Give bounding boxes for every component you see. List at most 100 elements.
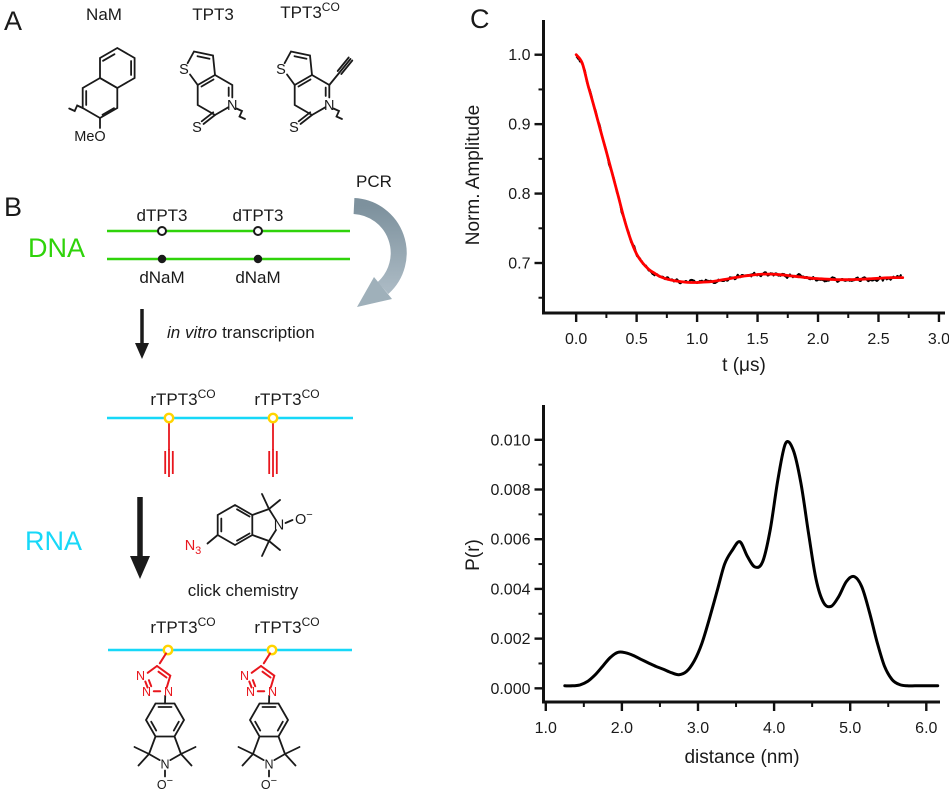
rtpt3co-base: rTPT3: [254, 618, 301, 637]
azide-label: N3: [185, 538, 202, 557]
dnam-label-right: dNaM: [235, 268, 280, 287]
azide-n: N: [185, 538, 195, 554]
x-axis-label: distance (nm): [684, 747, 799, 768]
axis-spine: [542, 405, 940, 704]
panel-a-letter: A: [4, 6, 22, 36]
tpt3co-title-sup: CO: [322, 0, 340, 14]
product-oxide-label: O−: [261, 775, 277, 792]
rtpt3co-base: rTPT3: [150, 390, 197, 409]
oxide-minus: −: [271, 775, 277, 787]
rtpt3co-sup: CO: [302, 615, 320, 629]
rtpt3co-label: rTPT3CO: [150, 615, 215, 637]
dtpt3-label-left: dTPT3: [136, 206, 187, 225]
nam-methoxy-label: MeO: [74, 129, 105, 145]
tpt3co-nitrogen-label: N: [324, 98, 334, 114]
product-nitrogen-label: N: [264, 758, 273, 772]
pcr-label: PCR: [356, 172, 392, 191]
x-tick-label: 4.0: [763, 720, 785, 737]
product-oxide-label: O−: [157, 775, 173, 792]
tpt3co-thione-sulfur-label: S: [289, 120, 299, 136]
oxide-o: O: [295, 512, 306, 528]
transcription-arrow-icon: [135, 309, 149, 359]
triazole-n-label: N: [246, 685, 255, 699]
x-tick-label: 6.0: [915, 720, 937, 737]
dna-label: DNA: [28, 233, 85, 263]
rtpt3co-label: rTPT3CO: [254, 387, 319, 409]
x-tick-label: 5.0: [839, 720, 861, 737]
reagent-oxide-label: O−: [295, 509, 313, 528]
invitro-transcription-label: in vitro transcription: [167, 323, 315, 342]
x-axis-label: t (μs): [722, 355, 766, 376]
oxide-minus: −: [306, 509, 312, 521]
y-tick-label: 0.9: [508, 117, 530, 134]
x-tick-label: 2.5: [867, 331, 889, 348]
dtpt3-site-icon: [157, 226, 167, 236]
tpt3co-ring-sulfur-label: S: [276, 62, 286, 78]
azide-3: 3: [195, 545, 201, 557]
rtpt3co-site-icon: [267, 412, 279, 424]
tpt3co-title-base: TPT3: [280, 3, 322, 22]
dnam-site-icon: [253, 254, 263, 264]
tpt3co-alkyne: [328, 56, 354, 86]
x-tick-label: 3.0: [928, 331, 949, 348]
click-chemistry-label: click chemistry: [188, 581, 299, 600]
x-tick-label: 0.0: [565, 331, 587, 348]
dtpt3-site-icon: [253, 226, 263, 236]
x-tick-label: 0.5: [625, 331, 647, 348]
x-tick-label: 1.5: [746, 331, 768, 348]
rtpt3co-site-icon: [162, 644, 174, 656]
triazole-n-label: N: [136, 669, 145, 683]
dnam-site-icon: [157, 254, 167, 264]
y-tick-label: 0.002: [490, 631, 530, 648]
transcription-text: transcription: [222, 323, 315, 342]
azide-nitroxide-structure: [206, 493, 294, 557]
y-tick-label: 0.8: [508, 186, 530, 203]
rna-label: RNA: [25, 526, 82, 556]
rtpt3co-sup: CO: [198, 387, 216, 401]
oxide-o: O: [157, 778, 167, 792]
rtpt3co-sup: CO: [302, 387, 320, 401]
series-P(r): [563, 440, 940, 688]
axis-spine: [542, 20, 945, 315]
triazole-n-label: N: [142, 685, 151, 699]
rtpt3co-label: rTPT3CO: [150, 387, 215, 409]
rtpt3co-site-icon: [266, 644, 278, 656]
x-tick-label: 3.0: [687, 720, 709, 737]
x-tick-label: 2.0: [611, 720, 633, 737]
y-tick-label: 0.008: [490, 482, 530, 499]
attachment-squiggle: [68, 104, 84, 113]
distance-distribution: 1.0 2.0 3.0 4.0 5.0 6.0 0.000 0.002 0.004 0.006 0.…: [463, 405, 940, 768]
x-tick-label: 1.0: [535, 720, 557, 737]
y-axis-label: P(r): [463, 539, 484, 571]
y-tick-label: 0.004: [490, 581, 530, 598]
tpt3co-title: TPT3CO: [280, 0, 340, 22]
y-tick-label: 0.006: [490, 532, 530, 549]
click-arrow-icon: [130, 497, 150, 579]
triazole-n-label: N: [164, 685, 173, 699]
series-fit: [574, 53, 905, 284]
x-tick-label: 1.0: [686, 331, 708, 348]
rtpt3co-sup: CO: [198, 615, 216, 629]
pcr-cycle-arrow-icon: [353, 198, 407, 307]
nam-structure: [68, 46, 136, 129]
triazole-n-label: N: [240, 669, 249, 683]
product-nitrogen-label: N: [160, 758, 169, 772]
invitro-italic: in vitro: [167, 323, 217, 342]
rtpt3co-base: rTPT3: [150, 618, 197, 637]
nam-title: NaM: [86, 5, 122, 24]
tpt3-ring-sulfur-label: S: [179, 62, 189, 78]
tpt3-nitrogen-label: N: [227, 98, 237, 114]
triazole-n-label: N: [268, 685, 277, 699]
deer-time-trace: 0.0 0.5 1.0 1.5 2.0 2.5 3.0 0.7 0.8 0.9 1.0 t (μs) N…: [463, 20, 949, 376]
dtpt3-label-right: dTPT3: [232, 206, 283, 225]
y-tick-label: 1.0: [508, 47, 530, 64]
reagent-nitrogen-label: N: [274, 518, 284, 534]
oxide-o: O: [261, 778, 271, 792]
oxide-minus: −: [167, 775, 173, 787]
rtpt3co-base: rTPT3: [254, 390, 301, 409]
panel-c-letter: C: [470, 4, 490, 34]
panel-b-letter: B: [4, 192, 22, 222]
dnam-label-left: dNaM: [139, 268, 184, 287]
y-tick-label: 0.010: [490, 432, 530, 449]
